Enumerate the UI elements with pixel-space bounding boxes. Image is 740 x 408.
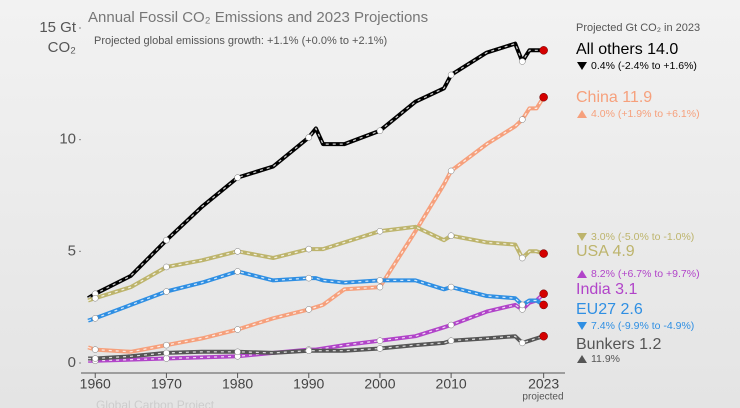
y-unit: CO₂ [48,39,77,56]
x-tick-label: 1980 [222,376,253,392]
x-tick-label: 1990 [293,376,324,392]
trend-arrow [577,233,587,241]
data-point [447,232,455,239]
data-point [376,227,384,235]
y-tick-label: 5 [68,242,76,259]
data-point [91,346,99,353]
data-point [163,341,170,349]
data-point [376,277,384,284]
series-line [87,224,545,303]
data-point [163,263,170,271]
series-line-dash [87,42,544,299]
data-point [519,58,526,65]
data-point [91,294,99,302]
trend-arrow [577,110,587,118]
y-tick-label: 0 [68,354,76,371]
projection-point [539,46,548,55]
data-point [376,283,384,291]
data-point [305,134,313,141]
series-line-dash [87,96,545,353]
data-point [519,301,526,309]
series-line [87,41,544,300]
data-point [447,337,455,344]
data-point [519,116,526,123]
data-point [376,337,384,344]
data-point [234,174,241,181]
data-point [447,167,455,175]
series-line [87,269,545,323]
legend-growth: 11.9% [591,353,620,365]
chart-subtitle: Projected global emissions growth: +1.1%… [94,35,387,47]
x-tick-label: 1970 [151,376,182,392]
legend-label: USA 4.9 [576,243,635,260]
projection-point [539,249,548,258]
x-tick-label: 2023 [528,376,559,392]
trend-arrow [577,62,587,70]
legend-growth: 7.4% (-9.9% to -4.9%) [591,320,694,332]
source: Global Carbon Project [96,398,215,408]
legend-label: EU27 2.6 [576,301,643,318]
data-point [163,355,170,362]
data-point [163,236,170,244]
legend-title: Projected Gt CO₂ in 2023 [576,22,700,34]
data-point [234,326,241,333]
data-point [305,274,313,282]
x-tick-label: 1960 [80,376,111,392]
data-point [91,355,99,362]
legend-label: China 11.9 [576,89,652,106]
data-point [234,248,241,255]
data-point [519,339,526,347]
data-point [447,321,455,329]
data-point [376,127,384,134]
legend-growth: 0.4% (-2.4% to +1.6%) [591,60,697,72]
x-tick-label: 2010 [436,376,467,392]
y-tick-label: 10 [59,131,76,148]
x-tick-label: 2000 [364,376,395,392]
chart-title: Annual Fossil CO₂ Emissions and 2023 Pro… [88,9,428,26]
trend-arrow [577,322,587,330]
series-line [87,96,546,354]
data-point [376,345,384,352]
data-point [305,347,313,354]
legend-growth: 4.0% (+1.9% to +6.1%) [591,108,700,120]
projection-point [539,300,548,310]
series-line-dash [87,226,544,302]
legend-growth: 3.0% (-5.0% to -1.0%) [591,231,694,243]
legend-label: India 3.1 [576,281,637,298]
legend-growth: 8.2% (+6.7% to +9.7%) [591,268,700,280]
projection-point [539,92,548,102]
data-point [447,71,455,79]
data-point [305,245,313,253]
projection-point [539,331,548,341]
projection-point [539,289,548,299]
trend-arrow [577,270,587,278]
x-annotation: projected [522,392,563,403]
data-point [234,348,241,356]
legend-label: Bunkers 1.2 [576,336,661,353]
data-point [234,268,241,275]
data-point [91,315,99,322]
trend-arrow [577,355,587,363]
series-line-dash [87,270,544,322]
data-point [519,254,526,262]
y-tick-label: 15 Gt [39,19,77,36]
data-point [163,349,170,357]
legend-label: All others 14.0 [576,41,678,58]
data-point [447,283,455,291]
data-point [163,288,170,295]
data-point [305,306,313,313]
